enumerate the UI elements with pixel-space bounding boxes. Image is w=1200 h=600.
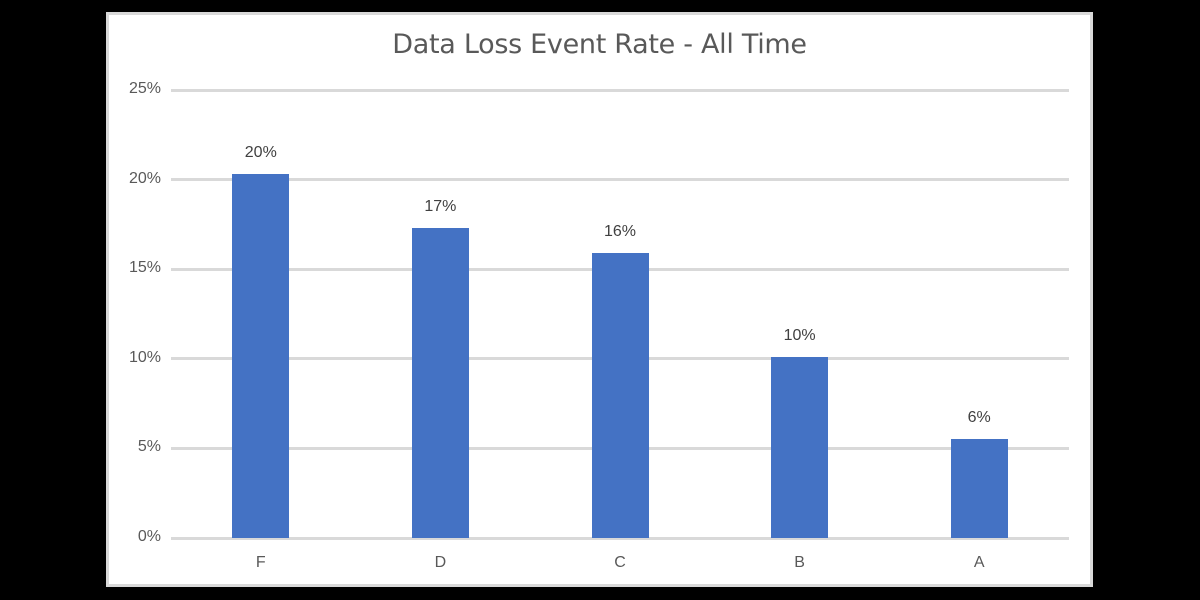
y-axis-tick-label: 0% bbox=[137, 528, 161, 545]
gridline bbox=[171, 536, 1069, 540]
x-axis-tick-label: B bbox=[794, 554, 805, 571]
chart-panel: Data Loss Event Rate - All Time 0% 5% 10% 1… bbox=[106, 12, 1093, 587]
gridline bbox=[171, 88, 1069, 92]
y-axis-tick-label: 25% bbox=[128, 80, 161, 97]
data-label: 16% bbox=[603, 223, 637, 241]
bar-d bbox=[411, 227, 469, 538]
data-label: 6% bbox=[967, 409, 991, 427]
x-axis-tick-label: C bbox=[614, 554, 626, 571]
data-label: 17% bbox=[424, 197, 457, 215]
y-axis-tick-label: 20% bbox=[128, 169, 161, 187]
bar-c bbox=[591, 253, 649, 538]
bar-b bbox=[771, 357, 829, 538]
data-label: 20% bbox=[244, 144, 277, 162]
chart-title: Data Loss Event Rate - All Time bbox=[392, 29, 807, 60]
y-axis-tick-label: 15% bbox=[128, 259, 161, 277]
bar-f bbox=[232, 174, 290, 538]
x-axis-tick-label: D bbox=[434, 554, 447, 571]
y-axis-tick-label: 5% bbox=[137, 438, 161, 456]
data-label: 10% bbox=[783, 327, 816, 344]
x-axis-tick-label: A bbox=[973, 554, 985, 571]
gridline bbox=[171, 178, 1069, 182]
x-axis-tick-label: F bbox=[255, 554, 266, 571]
y-axis-tick-label: 10% bbox=[128, 348, 161, 366]
bar-a bbox=[950, 439, 1008, 538]
